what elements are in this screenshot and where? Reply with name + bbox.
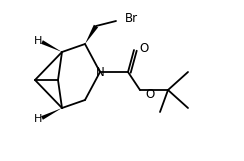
Text: O: O	[139, 42, 148, 55]
Text: H: H	[34, 114, 42, 124]
Polygon shape	[85, 25, 98, 44]
Text: O: O	[145, 87, 154, 100]
Polygon shape	[41, 40, 62, 52]
Text: N: N	[96, 66, 104, 79]
Text: Br: Br	[125, 11, 138, 24]
Text: H: H	[34, 36, 42, 46]
Polygon shape	[41, 108, 62, 120]
